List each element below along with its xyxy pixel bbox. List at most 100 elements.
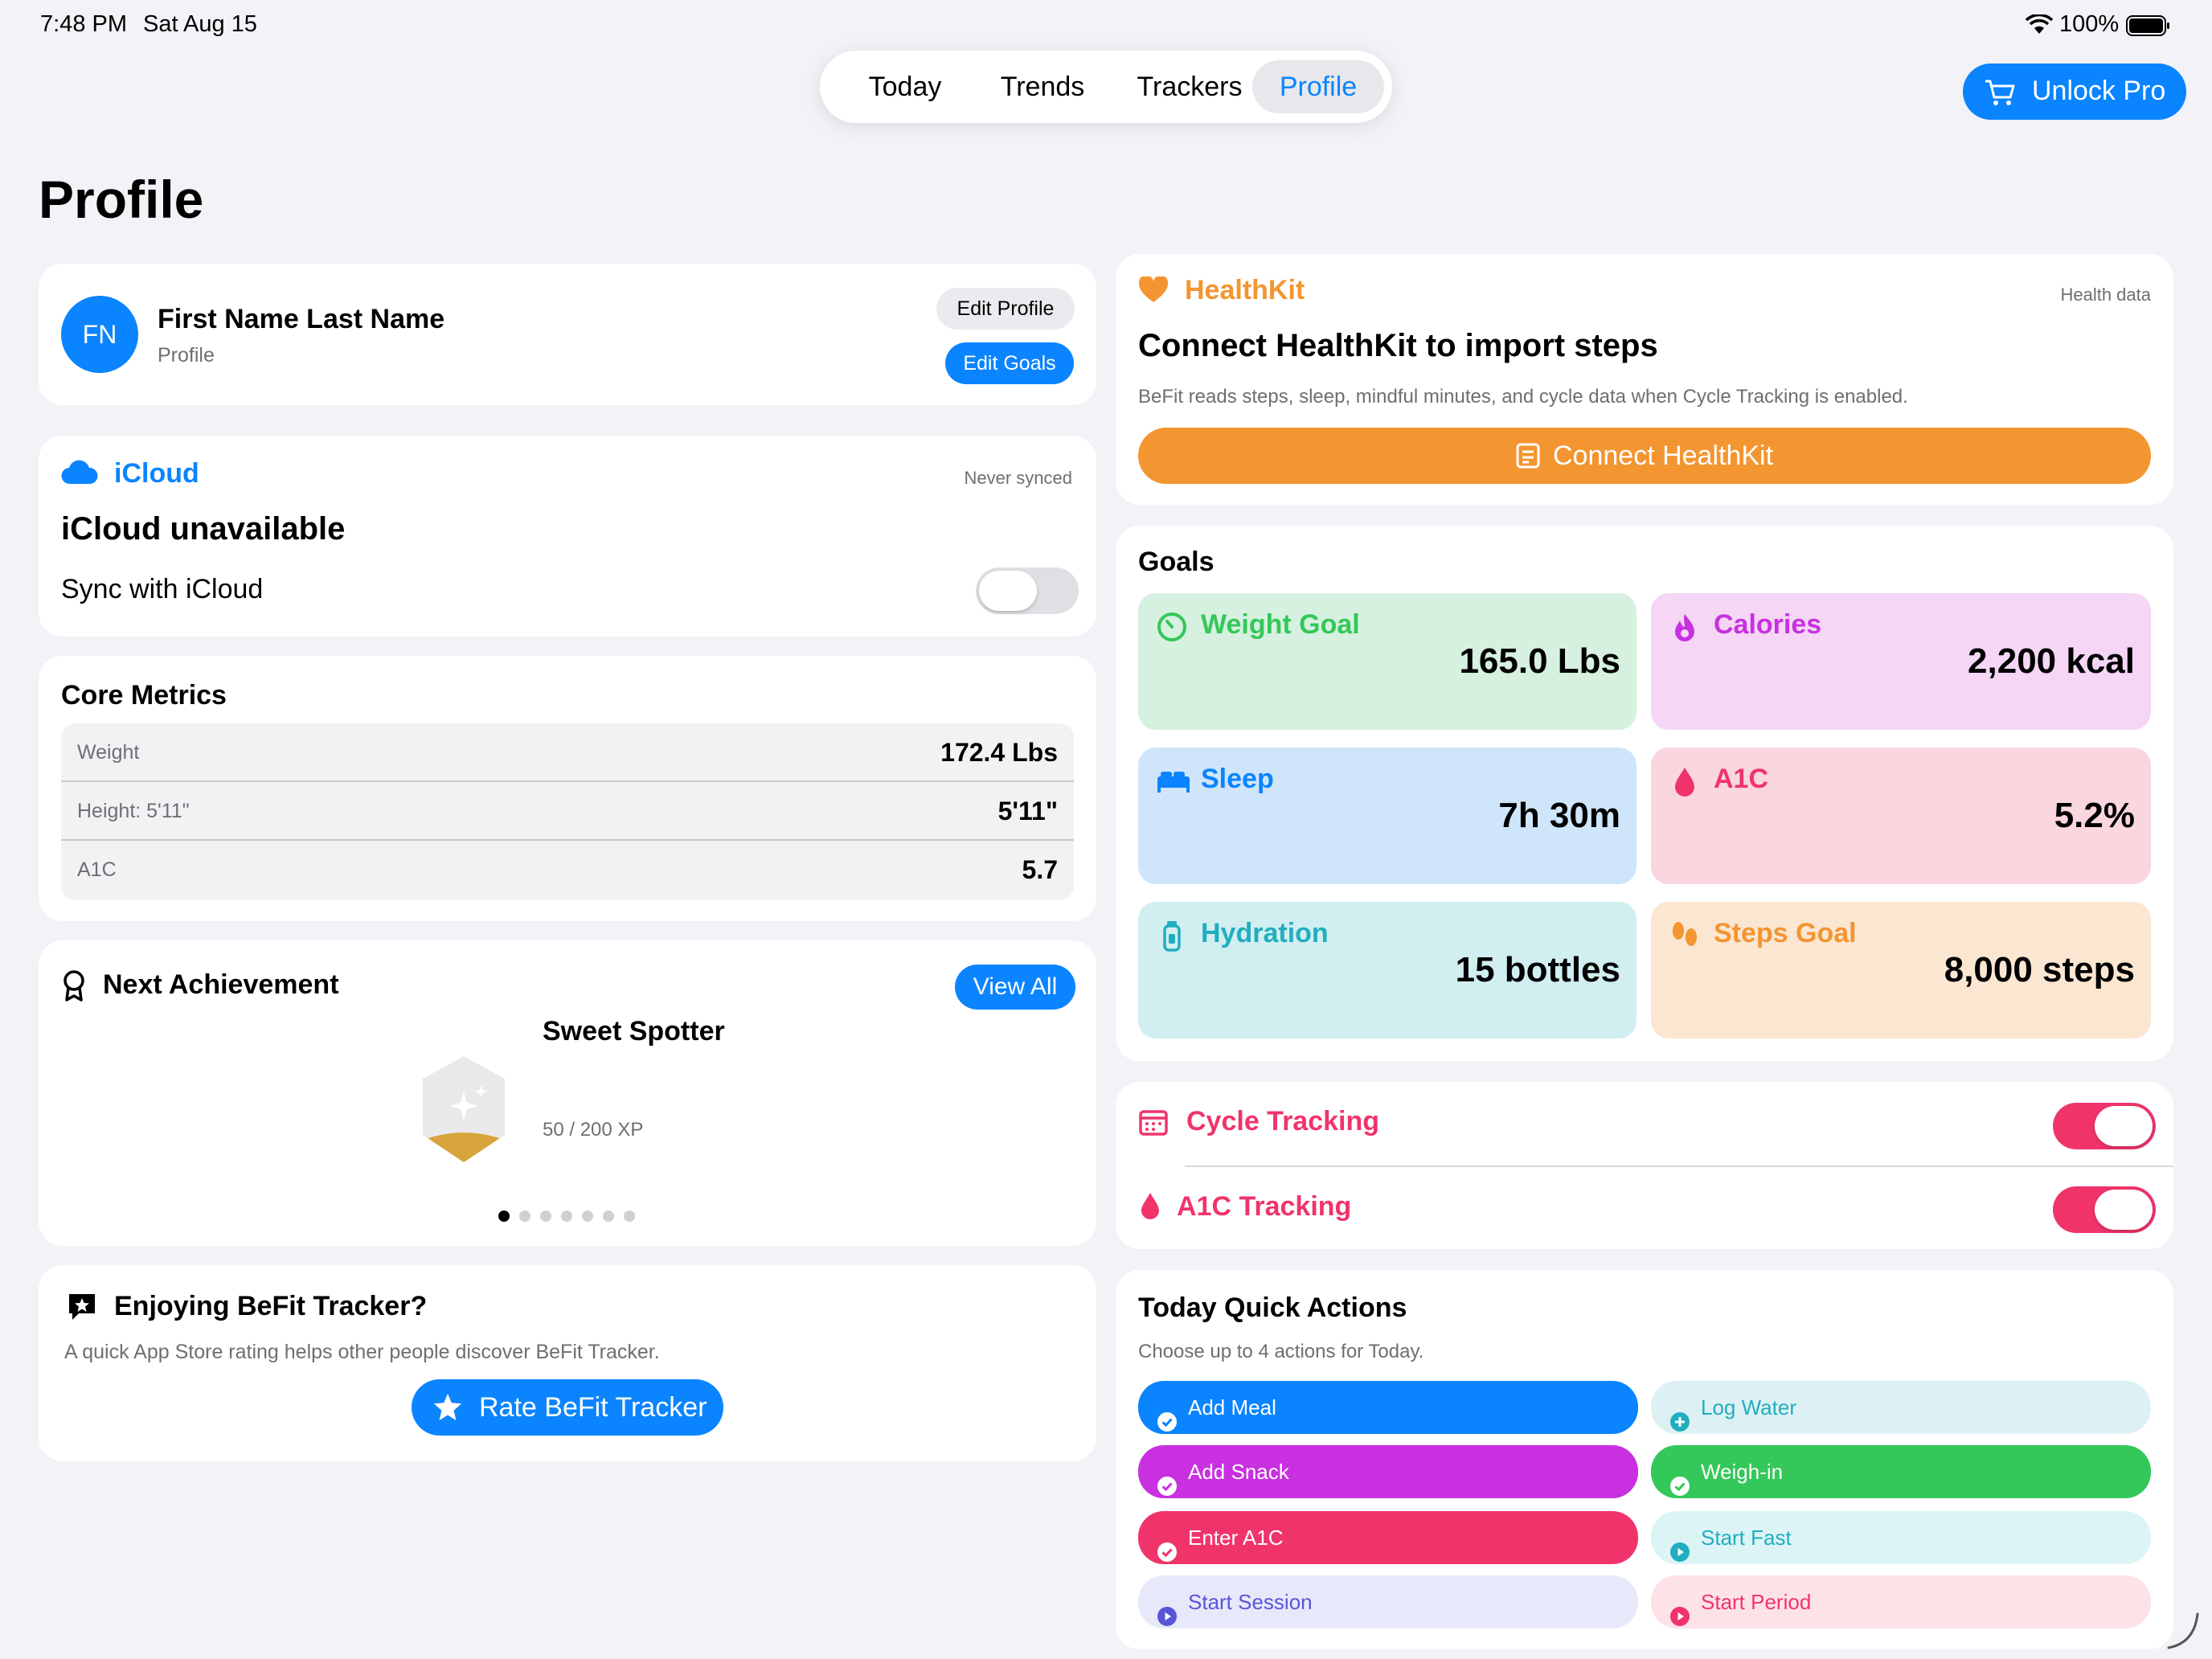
metric-value: 5'11" xyxy=(997,797,1058,825)
divider xyxy=(1185,1165,2173,1167)
metric-label: Weight xyxy=(77,741,140,764)
quick-actions-card: Today Quick Actions Choose up to 4 actio… xyxy=(1116,1270,2173,1649)
cloud-icon xyxy=(61,458,98,490)
checkmark-icon xyxy=(1157,1462,1177,1496)
star-bubble-icon xyxy=(66,1291,98,1327)
page-dot xyxy=(582,1210,593,1222)
healthkit-title: HealthKit xyxy=(1185,275,1305,305)
quick-action-enter-a1c[interactable]: Enter A1C xyxy=(1138,1511,1638,1564)
connect-healthkit-button[interactable]: Connect HealthKit xyxy=(1138,428,2151,484)
status-time: 7:48 PM xyxy=(40,11,127,37)
achievement-title: Next Achievement xyxy=(103,969,339,1000)
page-dot xyxy=(519,1210,530,1222)
quick-action-start-session[interactable]: Start Session xyxy=(1138,1575,1638,1628)
footprints-icon xyxy=(1669,920,1701,952)
metrics-list: Weight 172.4 Lbs Height: 5'11" 5'11" A1C… xyxy=(61,723,1074,900)
tab-today[interactable]: Today xyxy=(868,72,942,102)
quick-action-label: Start Period xyxy=(1701,1590,1812,1614)
core-metrics-card: Core Metrics Weight 172.4 Lbs Height: 5'… xyxy=(39,656,1096,921)
goal-label: Steps Goal xyxy=(1714,918,1857,948)
checkmark-icon xyxy=(1157,1528,1177,1562)
quick-action-add-meal[interactable]: Add Meal xyxy=(1138,1381,1638,1434)
checkmark-icon xyxy=(1670,1462,1690,1496)
tab-trackers[interactable]: Trackers xyxy=(1137,72,1243,102)
sync-icloud-label: Sync with iCloud xyxy=(61,574,264,604)
page-dot xyxy=(540,1210,551,1222)
achievement-page-dots[interactable] xyxy=(498,1210,643,1223)
quick-action-start-period[interactable]: Start Period xyxy=(1651,1575,2151,1628)
goal-label: Sleep xyxy=(1201,764,1274,794)
goal-value: 165.0 Lbs xyxy=(1459,641,1620,681)
rate-app-label: Rate BeFit Tracker xyxy=(479,1392,707,1423)
quick-action-label: Enter A1C xyxy=(1188,1526,1284,1550)
metric-row-a1c[interactable]: A1C 5.7 xyxy=(61,841,1074,900)
main-tab-bar: Today Trends Trackers Profile xyxy=(820,51,1392,123)
a1c-tracking-toggle[interactable] xyxy=(2053,1186,2156,1233)
metric-row-weight[interactable]: Weight 172.4 Lbs xyxy=(61,723,1074,782)
goal-calories[interactable]: Calories 2,200 kcal xyxy=(1651,593,2151,730)
page-dot xyxy=(603,1210,614,1222)
heart-icon xyxy=(1138,275,1169,308)
page-dot xyxy=(498,1210,510,1222)
page-title: Profile xyxy=(39,170,204,229)
achievement-card: Next Achievement View All Sweet Spotter … xyxy=(39,940,1096,1246)
quick-action-start-fast[interactable]: Start Fast xyxy=(1651,1511,2151,1564)
quick-action-log-water[interactable]: Log Water xyxy=(1651,1381,2151,1434)
bottle-icon xyxy=(1156,920,1188,952)
achievement-name: Sweet Spotter xyxy=(543,1016,725,1047)
page-dot xyxy=(624,1210,635,1222)
icloud-title: iCloud xyxy=(114,458,199,489)
drop-icon xyxy=(1138,1191,1162,1224)
goal-a1c[interactable]: A1C 5.2% xyxy=(1651,748,2151,884)
goal-hydration[interactable]: Hydration 15 bottles xyxy=(1138,902,1636,1038)
metric-row-height[interactable]: Height: 5'11" 5'11" xyxy=(61,782,1074,841)
sync-icloud-toggle[interactable] xyxy=(976,567,1079,614)
goal-label: A1C xyxy=(1714,764,1769,794)
bed-icon xyxy=(1156,765,1190,797)
goal-sleep[interactable]: Sleep 7h 30m xyxy=(1138,748,1636,884)
metric-value: 172.4 Lbs xyxy=(940,738,1058,767)
battery-percent: 100% xyxy=(2059,11,2120,37)
rate-app-button[interactable]: Rate BeFit Tracker xyxy=(412,1379,723,1436)
target-icon xyxy=(1156,611,1188,643)
cycle-tracking-toggle[interactable] xyxy=(2053,1103,2156,1149)
goal-label: Hydration xyxy=(1201,918,1329,948)
goal-weight[interactable]: Weight Goal 165.0 Lbs xyxy=(1138,593,1636,730)
award-icon xyxy=(61,969,87,1006)
calendar-icon xyxy=(1138,1108,1169,1141)
document-icon xyxy=(1514,442,1542,473)
profile-card: FN First Name Last Name Profile Edit Pro… xyxy=(39,264,1096,405)
quick-action-label: Start Fast xyxy=(1701,1526,1792,1550)
cycle-tracking-label: Cycle Tracking xyxy=(1186,1106,1380,1137)
wifi-icon xyxy=(2025,13,2054,35)
goal-label: Calories xyxy=(1714,609,1822,640)
healthkit-card: HealthKit Health data Connect HealthKit … xyxy=(1116,254,2173,505)
edit-profile-button[interactable]: Edit Profile xyxy=(936,288,1075,330)
core-metrics-title: Core Metrics xyxy=(61,680,227,711)
goal-label: Weight Goal xyxy=(1201,609,1360,640)
quick-action-add-snack[interactable]: Add Snack xyxy=(1138,1445,1638,1498)
avatar[interactable]: FN xyxy=(61,296,138,373)
tab-trends[interactable]: Trends xyxy=(1000,72,1085,102)
star-icon xyxy=(432,1392,463,1427)
quick-action-label: Weigh-in xyxy=(1701,1460,1784,1484)
metric-value: 5.7 xyxy=(1022,855,1058,884)
goal-steps[interactable]: Steps Goal 8,000 steps xyxy=(1651,902,2151,1038)
quick-action-weigh-in[interactable]: Weigh-in xyxy=(1651,1445,2151,1498)
healthkit-body: BeFit reads steps, sleep, mindful minute… xyxy=(1138,386,1908,408)
goals-title: Goals xyxy=(1138,547,1215,577)
rating-card: Enjoying BeFit Tracker? A quick App Stor… xyxy=(39,1265,1096,1461)
quick-action-label: Add Meal xyxy=(1188,1395,1276,1419)
achievement-badge-icon xyxy=(420,1055,508,1168)
view-all-button[interactable]: View All xyxy=(955,965,1075,1010)
tab-profile[interactable]: Profile xyxy=(1252,60,1384,113)
edit-goals-button[interactable]: Edit Goals xyxy=(945,342,1074,384)
unlock-pro-button[interactable]: Unlock Pro xyxy=(1963,63,2186,120)
checkmark-icon xyxy=(1157,1398,1177,1432)
play-circle-icon xyxy=(1670,1592,1690,1626)
resize-handle-icon[interactable] xyxy=(2165,1611,2201,1655)
goals-card: Goals Weight Goal 165.0 Lbs Calories 2,2… xyxy=(1116,526,2173,1061)
goal-value: 7h 30m xyxy=(1498,796,1620,835)
unlock-pro-label: Unlock Pro xyxy=(2032,76,2166,106)
healthkit-tag: Health data xyxy=(2060,285,2151,305)
